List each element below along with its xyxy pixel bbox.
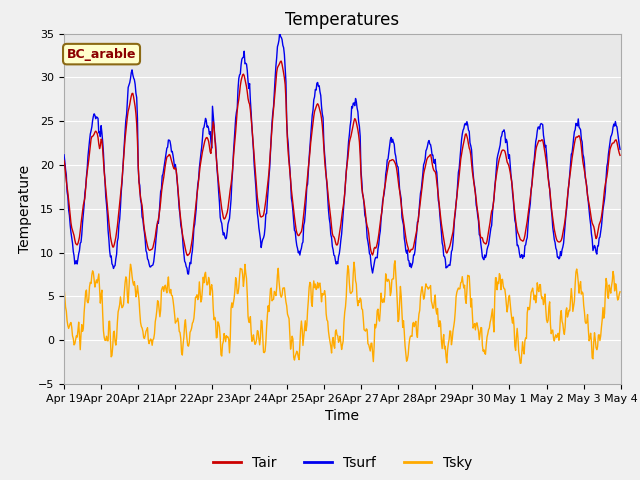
Title: Temperatures: Temperatures [285,11,399,29]
Text: BC_arable: BC_arable [67,48,136,60]
Legend: Tair, Tsurf, Tsky: Tair, Tsurf, Tsky [207,450,477,475]
X-axis label: Time: Time [325,409,360,423]
Y-axis label: Temperature: Temperature [19,165,33,253]
